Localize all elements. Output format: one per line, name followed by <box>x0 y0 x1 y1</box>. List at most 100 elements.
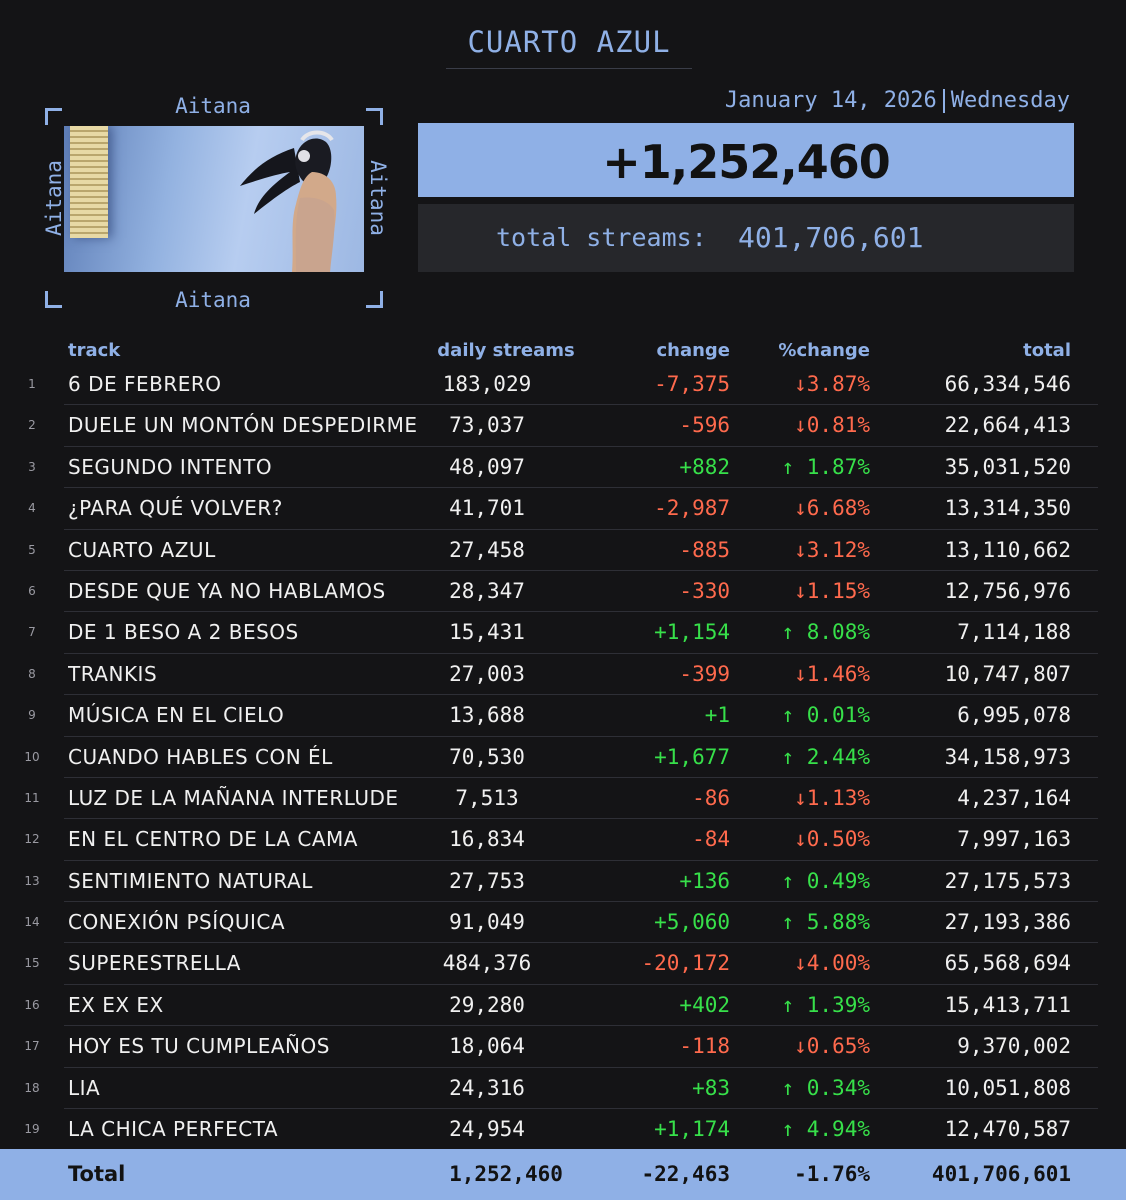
percent-change: ↓0.50% <box>794 827 870 852</box>
window-blinds <box>70 126 108 238</box>
date-text: January 14, 2026 <box>724 88 937 113</box>
track-number: 19 <box>24 1122 40 1137</box>
daily-streams: 41,701 <box>449 496 525 521</box>
percent-change: ↑ 2.44% <box>781 744 870 769</box>
track-title: SENTIMIENTO NATURAL <box>68 868 313 893</box>
track-title: CUARTO AZUL <box>68 537 216 562</box>
row-divider <box>64 1108 1098 1110</box>
track-title: HOY ES TU CUMPLEAÑOS <box>68 1034 330 1059</box>
percent-change: ↑ 0.01% <box>781 703 870 728</box>
track-title: DESDE QUE YA NO HABLAMOS <box>68 578 386 603</box>
header-track: track <box>68 340 121 361</box>
track-title: LIA <box>68 1075 101 1100</box>
daily-gain-banner: +1,252,460 <box>418 123 1074 197</box>
total-streams: 34,158,973 <box>944 744 1071 769</box>
artist-label-top: Aitana <box>175 94 251 118</box>
table-row: 11 LUZ DE LA MAÑANA INTERLUDE 7,513 -86 ↓1.1… <box>0 778 1126 820</box>
row-divider <box>64 652 1098 654</box>
row-divider <box>64 859 1098 861</box>
daily-streams: 91,049 <box>449 910 525 935</box>
stream-change: +1 <box>704 703 730 728</box>
total-streams: 7,997,163 <box>957 827 1071 852</box>
track-title: LUZ DE LA MAÑANA INTERLUDE <box>68 785 399 810</box>
daily-streams: 183,029 <box>442 372 532 396</box>
track-number: 5 <box>28 542 36 557</box>
stream-change: +1,677 <box>654 744 730 769</box>
track-number: 8 <box>28 666 36 681</box>
total-streams-label: total streams: <box>496 223 707 252</box>
table-row: 7 DE 1 BESO A 2 BESOS 15,431 +1,154 ↑ 8.08% 7… <box>0 612 1126 654</box>
stream-change: -118 <box>679 1034 730 1059</box>
weekday-text: Wednesday <box>950 88 1070 113</box>
row-divider <box>64 487 1098 489</box>
track-number: 17 <box>24 1039 40 1054</box>
total-streams: 12,470,587 <box>944 1117 1071 1142</box>
percent-change: ↓3.87% <box>794 372 870 396</box>
frame-corner-top-left <box>45 108 62 125</box>
row-divider <box>64 1025 1098 1027</box>
daily-streams: 48,097 <box>449 454 525 479</box>
daily-streams: 15,431 <box>449 620 525 645</box>
total-streams-box: total streams: 401,706,601 <box>418 204 1074 272</box>
track-number: 16 <box>24 997 40 1012</box>
stream-change: -330 <box>679 578 730 603</box>
track-number: 13 <box>24 873 40 888</box>
track-title: TRANKIS <box>68 661 158 686</box>
header-change: change <box>656 340 730 361</box>
table-row: 15 SUPERESTRELLA 484,376 -20,172 ↓4.00% 65,56… <box>0 943 1126 985</box>
track-number: 9 <box>28 708 36 723</box>
artist-label-bottom: Aitana <box>175 288 251 312</box>
total-streams: 15,413,711 <box>944 992 1071 1017</box>
stream-change: +83 <box>692 1075 730 1100</box>
row-divider <box>64 404 1098 406</box>
track-number: 10 <box>24 749 40 764</box>
stream-change: -399 <box>679 661 730 686</box>
total-streams: 12,756,976 <box>944 578 1071 603</box>
daily-streams: 28,347 <box>449 578 525 603</box>
track-title: EN EL CENTRO DE LA CAMA <box>68 827 358 852</box>
track-title: DUELE UN MONTÓN DESPEDIRME <box>68 413 418 438</box>
header-total: total <box>1023 340 1071 361</box>
total-streams: 27,193,386 <box>944 910 1071 935</box>
track-number: 4 <box>28 501 36 516</box>
table-row: 17 HOY ES TU CUMPLEAÑOS 18,064 -118 ↓0.65% 9,… <box>0 1026 1126 1068</box>
stream-change: +882 <box>679 454 730 479</box>
daily-streams: 24,316 <box>449 1075 525 1100</box>
track-number: 2 <box>28 418 36 433</box>
track-title: DE 1 BESO A 2 BESOS <box>68 620 299 645</box>
total-streams: 13,110,662 <box>944 537 1071 562</box>
percent-change: ↑ 5.88% <box>781 910 870 935</box>
table-row: 5 CUARTO AZUL 27,458 -885 ↓3.12% 13,110,662 <box>0 530 1126 571</box>
stream-change: +402 <box>679 992 730 1017</box>
table-row: 19 LA CHICA PERFECTA 24,954 +1,174 ↑ 4.94% 12… <box>0 1109 1126 1151</box>
row-divider <box>64 1066 1098 1068</box>
track-number: 3 <box>28 459 36 474</box>
daily-streams: 13,688 <box>449 703 525 728</box>
page-title: CUARTO AZUL <box>446 22 692 69</box>
track-title: EX EX EX <box>68 992 164 1017</box>
percent-change: ↑ 4.94% <box>781 1117 870 1142</box>
stream-change: -7,375 <box>654 372 730 396</box>
track-number: 6 <box>28 583 36 598</box>
percent-change: ↓3.12% <box>794 537 870 562</box>
track-number: 18 <box>24 1080 40 1095</box>
track-table-body: 1 6 DE FEBRERO 183,029 -7,375 ↓3.87% 66,334,5… <box>0 364 1126 1151</box>
track-number: 14 <box>24 915 40 930</box>
row-divider <box>64 983 1098 985</box>
album-cover-image <box>64 126 364 272</box>
table-row: 16 EX EX EX 29,280 +402 ↑ 1.39% 15,413,711 <box>0 985 1126 1027</box>
track-number: 7 <box>28 625 36 640</box>
stream-change: +1,154 <box>654 620 730 645</box>
track-title: CUANDO HABLES CON ÉL <box>68 744 333 769</box>
track-title: SEGUNDO INTENTO <box>68 454 273 479</box>
track-title: ¿PARA QUÉ VOLVER? <box>68 496 283 521</box>
percent-change: ↓1.15% <box>794 578 870 603</box>
row-divider <box>64 694 1098 696</box>
percent-change: ↓0.65% <box>794 1034 870 1059</box>
total-streams: 10,747,807 <box>944 661 1071 686</box>
row-divider <box>64 611 1098 613</box>
row-divider <box>64 528 1098 530</box>
table-row: 4 ¿PARA QUÉ VOLVER? 41,701 -2,987 ↓6.68% 13,3… <box>0 488 1126 530</box>
track-title: MÚSICA EN EL CIELO <box>68 703 285 728</box>
percent-change: ↓0.81% <box>794 413 870 438</box>
